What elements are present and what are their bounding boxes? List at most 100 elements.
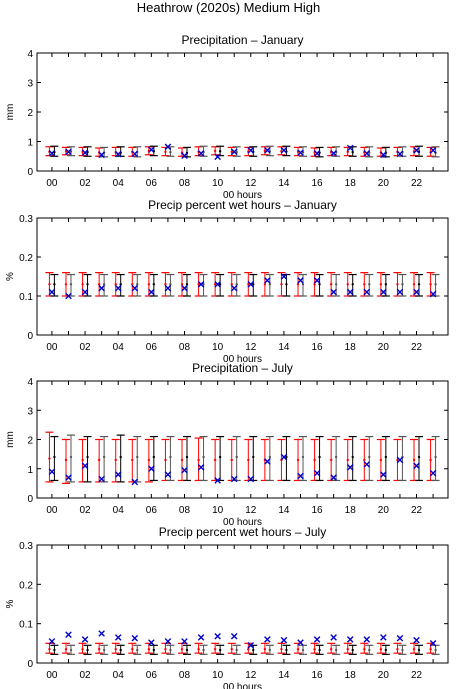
black-error-bar-mid: [417, 283, 421, 286]
y-tick-label: 0.2: [19, 253, 33, 264]
red-error-bar-mid: [346, 150, 349, 154]
red-error-bar-mid: [180, 283, 184, 286]
red-error-bar-mid: [213, 458, 217, 462]
black-error-bar-mid: [384, 283, 388, 286]
black-error-bar-mid: [334, 648, 338, 652]
observed-cross-marker: [65, 292, 72, 300]
black-error-bar-mid: [169, 648, 172, 652]
red-error-bar-mid: [97, 648, 101, 651]
observed-cross-marker: [396, 456, 404, 464]
black-error-bar-mid: [401, 283, 404, 286]
red-error-bar-mid: [346, 648, 349, 651]
x-tick-label: 04: [113, 670, 125, 681]
x-tick-label: 02: [79, 178, 91, 189]
x-tick-label: 08: [179, 178, 191, 189]
black-error-bar-mid: [285, 283, 288, 286]
x-tick-label: 04: [113, 505, 125, 516]
observed-cross-marker: [81, 462, 89, 470]
black-error-bar-mid: [86, 283, 89, 286]
black-error-bar-mid: [136, 455, 139, 459]
observed-cross-marker: [164, 638, 172, 645]
observed-cross-marker: [65, 631, 72, 638]
observed-cross-marker: [363, 288, 371, 296]
y-tick-label: 0.3: [19, 541, 33, 552]
black-error-bar-mid: [252, 283, 255, 286]
x-tick-label: 00: [46, 342, 58, 353]
observed-cross-marker: [396, 634, 404, 642]
x-tick-label: 20: [378, 342, 390, 353]
x-tick-label: 04: [113, 342, 125, 353]
black-error-bar-mid: [202, 283, 205, 286]
red-error-bar-mid: [147, 458, 151, 462]
observed-cross-marker: [197, 150, 205, 157]
black-error-bar-mid: [119, 648, 122, 652]
black-error-bar-mid: [119, 283, 122, 286]
x-tick-label: 10: [212, 670, 224, 681]
red-error-bar-mid: [81, 458, 84, 462]
x-tick-label: 22: [411, 505, 423, 516]
x-tick-label: 20: [378, 505, 390, 516]
red-error-bar-mid: [247, 283, 250, 286]
black-error-bar-mid: [252, 455, 255, 459]
x-tick-label: 14: [278, 342, 290, 353]
x-tick-label: 00: [46, 505, 58, 516]
red-error-bar-mid: [213, 283, 217, 286]
observed-cross-marker: [114, 284, 122, 292]
x-tick-label: 10: [212, 178, 224, 189]
red-error-bar-mid: [197, 283, 200, 286]
black-error-bar-mid: [69, 648, 73, 652]
x-tick-label: 22: [411, 670, 423, 681]
x-tick-label: 04: [113, 178, 125, 189]
x-tick-label: 16: [312, 342, 324, 353]
observed-cross-marker: [280, 273, 288, 280]
x-tick-label: 08: [179, 670, 191, 681]
y-axis-label: mm: [5, 431, 16, 448]
x-tick-label: 02: [79, 670, 91, 681]
x-tick-label: 10: [212, 505, 224, 516]
black-error-bar-mid: [102, 455, 106, 459]
black-error-bar-mid: [53, 283, 56, 286]
red-error-bar-mid: [213, 149, 217, 153]
red-error-bar-mid: [412, 648, 416, 651]
x-tick-label: 06: [146, 178, 158, 189]
black-error-bar-mid: [368, 283, 371, 286]
red-error-bar-mid: [313, 648, 316, 651]
observed-cross-marker: [181, 152, 188, 159]
red-error-bar-mid: [429, 283, 432, 286]
red-error-bar-mid: [64, 458, 68, 462]
observed-cross-marker: [297, 472, 304, 480]
red-error-bar-mid: [48, 457, 51, 460]
x-tick-label: 12: [245, 342, 257, 353]
chart-panel-4: Precip percent wet hours – July 0 0.1 0.2 0.…: [5, 525, 449, 689]
chart-panel-2: Precip percent wet hours – January 0 0.1 0.…: [5, 198, 449, 365]
observed-cross-marker: [313, 150, 321, 157]
observed-cross-marker: [313, 277, 321, 284]
black-error-bar-mid: [152, 455, 156, 459]
x-tick-label: 02: [79, 342, 91, 353]
red-error-bar-mid: [379, 283, 383, 286]
observed-cross-marker: [346, 144, 354, 152]
red-error-bar-mid: [412, 458, 416, 462]
red-error-bar-mid: [147, 283, 151, 286]
y-tick-label: 4: [27, 377, 33, 388]
black-error-bar-mid: [268, 455, 272, 459]
y-tick-label: 2: [27, 436, 33, 447]
red-error-bar-mid: [329, 283, 333, 286]
observed-cross-marker: [164, 143, 172, 151]
observed-cross-marker: [48, 150, 56, 157]
observed-cross-marker: [280, 453, 288, 461]
observed-cross-marker: [264, 458, 271, 465]
black-error-bar-mid: [202, 648, 205, 652]
red-error-bar-mid: [346, 458, 349, 462]
red-error-bar-mid: [396, 283, 399, 286]
observed-cross-marker: [313, 469, 321, 477]
x-tick-label: 14: [278, 670, 290, 681]
observed-cross-marker: [380, 151, 387, 159]
observed-cross-marker: [429, 147, 437, 154]
black-error-bar-mid: [53, 648, 56, 652]
observed-cross-marker: [131, 478, 139, 486]
observed-cross-marker: [164, 284, 172, 292]
observed-cross-marker: [230, 148, 238, 156]
observed-cross-marker: [330, 150, 337, 157]
